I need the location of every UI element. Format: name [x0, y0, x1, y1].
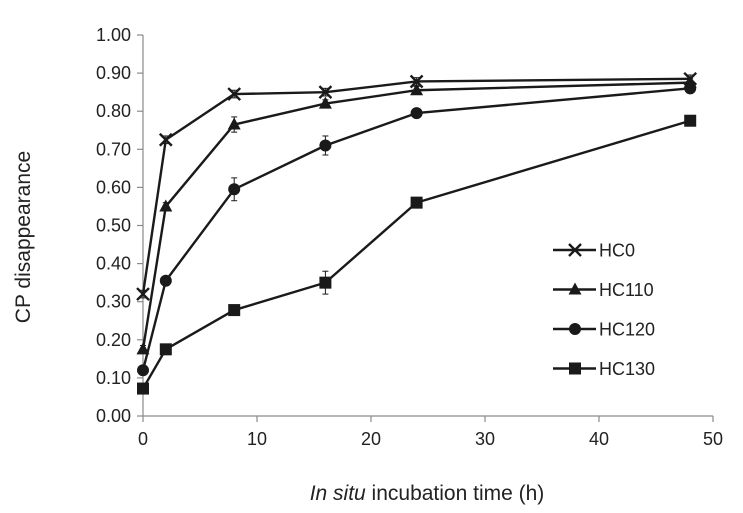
data-point	[228, 183, 241, 196]
data-point	[319, 276, 332, 289]
data-point	[684, 82, 697, 95]
x-tick-label: 0	[138, 429, 148, 449]
x-tick-label: 10	[247, 429, 267, 449]
x-marker-stroke	[318, 85, 333, 99]
x-tick-label: 20	[361, 429, 381, 449]
x-axis: 0 10 20 30 40 50	[138, 415, 723, 449]
y-tick-label: 0.20	[96, 330, 131, 350]
legend-marker	[569, 323, 581, 335]
series-layer	[136, 71, 698, 395]
data-point	[136, 287, 150, 301]
legend-marker	[568, 243, 582, 257]
data-point	[137, 364, 149, 377]
x-axis-title-italic: In situ	[310, 482, 366, 505]
legend-label: HC130	[599, 359, 655, 379]
data-point	[410, 196, 423, 209]
legend-item-hc120: HC120	[553, 320, 655, 340]
legend-label: HC0	[599, 241, 635, 261]
y-tick-label: 0.80	[96, 101, 131, 121]
x-axis-title: In situ incubation time (h)	[310, 482, 545, 505]
series-line	[141, 87, 691, 371]
legend: HC0 HC110 HC120 HC130	[553, 241, 655, 379]
x-marker-stroke	[568, 243, 582, 257]
y-tick-label: 0.00	[96, 406, 131, 426]
data-point	[158, 132, 173, 147]
series-hc120	[137, 82, 697, 377]
x-marker-stroke	[158, 132, 173, 147]
y-axis: 0.00 0.10 0.20 0.30 0.40 0.50 0.60 0.70 0.80 0.90…	[96, 25, 144, 426]
data-point	[318, 96, 332, 109]
series-line	[141, 119, 691, 390]
data-point	[137, 382, 149, 395]
legend-marker	[569, 362, 581, 375]
y-tick-label: 0.40	[96, 254, 131, 274]
data-point	[227, 87, 242, 101]
data-point	[159, 343, 172, 356]
x-marker-stroke	[136, 287, 150, 301]
x-axis-title-rest: incubation time (h)	[366, 482, 545, 505]
y-tick-label: 0.10	[96, 368, 131, 388]
data-point	[318, 85, 333, 99]
legend-label: HC120	[599, 320, 655, 340]
series-hc130	[137, 114, 697, 395]
y-tick-label: 0.30	[96, 292, 131, 312]
legend-marker	[568, 282, 582, 295]
data-point	[136, 342, 150, 355]
data-point	[409, 74, 424, 89]
y-tick-label: 0.50	[96, 216, 131, 236]
x-marker-stroke	[227, 87, 242, 101]
y-axis-title: CP disappearance	[12, 151, 35, 323]
data-point	[228, 304, 241, 317]
data-point	[319, 139, 332, 152]
data-point	[410, 83, 424, 96]
legend-label: HC110	[599, 280, 654, 300]
series-line	[141, 81, 691, 350]
data-point	[159, 199, 173, 212]
legend-item-hc110: HC110	[553, 280, 654, 300]
data-point	[227, 117, 241, 130]
series-hc0	[136, 71, 698, 301]
y-tick-label: 0.60	[96, 177, 131, 197]
x-tick-label: 30	[475, 429, 495, 449]
series-line	[141, 77, 691, 295]
y-tick-label: 0.90	[96, 63, 131, 83]
x-marker-stroke	[409, 74, 424, 89]
legend-item-hc130: HC130	[553, 359, 655, 379]
y-tick-label: 0.70	[96, 139, 131, 159]
legend-item-hc0: HC0	[553, 241, 635, 261]
y-tick-label: 1.00	[96, 25, 131, 45]
data-point	[684, 114, 697, 127]
data-point	[159, 274, 172, 287]
x-tick-label: 40	[589, 429, 609, 449]
x-tick-label: 50	[703, 429, 723, 449]
data-point	[410, 107, 423, 120]
